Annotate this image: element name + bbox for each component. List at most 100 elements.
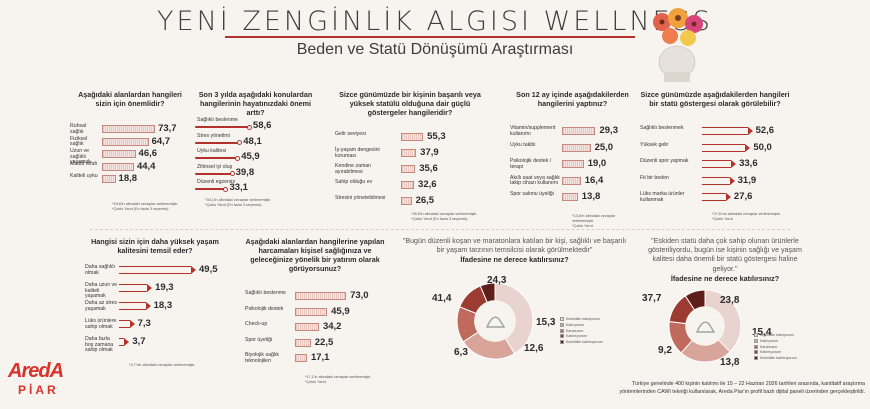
category-label: Psikolojik destek (245, 305, 284, 312)
chart-title: Aşağıdaki alanlardan hangileri sizin içi… (78, 90, 182, 108)
legend-label: Kesinlikle katılıyorum (566, 317, 600, 321)
category-label: Kaliteli uyku (70, 173, 98, 179)
chart-body: Daha sağlıklı olmak 49,5 Daha uzun ve kali… (85, 264, 225, 367)
value-label: 16,4 (584, 174, 604, 186)
chart-footnote: *33,1'in altındaki cevaplar verilmemişti… (205, 198, 271, 208)
legend-item: Kesinlikle katılmıyorum (560, 340, 603, 346)
category-label: Psikolojik destek / terapi (510, 158, 552, 170)
chart-body: Sağlıklı beslenmek 52,6 Yüksek gelir 50,0 Dü… (640, 125, 790, 221)
chart-panel-5: Sizce günümüzde aşağıdakilerden hangiler… (640, 90, 790, 221)
bar (401, 181, 415, 189)
section-separator (90, 229, 790, 230)
footnote-line: *Çoklu Yanıt (572, 223, 593, 228)
bar (102, 175, 116, 183)
pie-value-label: 15,4 (752, 327, 772, 338)
bar (401, 197, 412, 205)
chart-footnote: *26,5'in altındaki cevaplar verilmemişti… (411, 212, 477, 222)
pie-value-label: 23,8 (720, 295, 740, 306)
bar-dot (229, 171, 235, 176)
bar (102, 150, 136, 158)
footnote-line: *3,7'nin altındaki cevaplar verilmemişti… (129, 363, 196, 367)
value-label: 22,5 (314, 336, 334, 348)
bar (702, 127, 753, 135)
legend-swatch (754, 333, 758, 338)
pie-value-label: 6,3 (454, 347, 468, 358)
legend-swatch (754, 356, 758, 361)
bar (562, 143, 591, 152)
pie-body: 41,4 24,3 15,3 12,6 6,3 Kesinlikle katılıyoru… (402, 275, 627, 370)
chart-panel-7: Aşağıdaki alanlardan hangilerine yapılan… (245, 237, 385, 384)
value-label: 26,5 (415, 195, 435, 206)
bar (401, 165, 416, 173)
legend-label: Katılmıyorum (566, 334, 588, 339)
pie-panel-2: "Eskiden statü daha çok sahip olunan ürü… (640, 237, 810, 372)
footnote-line: *27,6'nın altındaki cevaplar verilmemişt… (712, 212, 781, 216)
bar-dot (223, 186, 229, 192)
pie-hole (474, 300, 516, 342)
category-label: Uyku kalitesi (197, 148, 227, 154)
category-label: Daha sağlıklı olmak (85, 264, 115, 276)
legend-item: Kesinlikle katılıyorum (754, 333, 797, 339)
bar-dot (246, 124, 252, 130)
category-label: Sahip olduğu ev (335, 179, 373, 185)
footnote-line: *Çoklu Yanıt (712, 216, 733, 221)
legend-label: Katılmıyorum (760, 350, 782, 355)
chart-body: Vitamin/supplement kullanımı 29,3 Uyku tak… (510, 125, 635, 228)
category-label: Vitamin/supplement kullanımı (510, 125, 556, 137)
bar (119, 266, 196, 274)
chart-panel-3: Sizce günümüzde bir kişinin başarılı vey… (335, 90, 485, 221)
value-label: 48,1 (243, 135, 262, 147)
bar (562, 193, 578, 201)
category-label: Sağlıklı beslenme (245, 290, 286, 296)
chart-footnote: *27,6'nın altındaki cevaplar verilmemişt… (712, 212, 781, 222)
legend-item: Kararsızım (560, 329, 603, 335)
category-label: Spor üyeliği (245, 336, 273, 343)
value-label: 55,3 (427, 131, 446, 142)
header: YENİ ZENGİNLİK ALGISI WELLNESS Beden ve … (0, 6, 870, 59)
category-label: Daha az stres yaşamak (85, 300, 118, 312)
value-label: 18,8 (118, 173, 138, 184)
pie-svg (668, 289, 742, 363)
category-label: Zihinsel iyi oluş (197, 163, 233, 170)
value-label: 46,6 (138, 148, 158, 159)
legend-item: Katılmıyorum (754, 350, 797, 356)
bar (119, 320, 135, 328)
pie-panel-1: "Bugün düzenli koşan ve maratonlara katı… (402, 237, 627, 372)
bar-line (195, 157, 238, 159)
pie-question: İfadesine ne derece katılırsınız? (460, 255, 569, 265)
chart-body: Gelir seviyesi 55,3 İş-yaşam dengesini kor… (335, 131, 485, 221)
bar (401, 133, 424, 141)
category-label: Sağlıklı beslenmek (640, 125, 684, 131)
pie-value-label: 9,2 (658, 345, 672, 356)
footer-line-1: Türkiye genelinde 400 kişinin katılımı i… (631, 381, 865, 387)
chart-panel-6: Hangisi sizin için daha yüksek yaşam kal… (85, 237, 225, 372)
legend-swatch (754, 350, 758, 355)
bar (562, 160, 584, 168)
value-label: 45,9 (241, 151, 260, 162)
category-label: Düzenli egzersiz (197, 179, 236, 185)
pie-center-icon (485, 316, 506, 328)
value-label: 37,9 (420, 147, 439, 158)
legend-item: Kesinlikle katılmıyorum (754, 356, 797, 362)
logo-bottom: PİAR (18, 383, 59, 397)
brand-logo: AredA PİAR (8, 360, 64, 397)
category-label: Stresini yönetebilmesi (335, 195, 386, 201)
category-label: Stres yönetimi (197, 132, 230, 139)
footer-note: Türkiye genelinde 400 kişinin katılımı i… (560, 381, 865, 396)
bar-line (195, 188, 226, 190)
logo-top: AredA (8, 360, 64, 382)
legend-swatch (754, 338, 758, 343)
chart-footnote: *17,1'in altındaki cevaplar verilmemişti… (305, 375, 371, 385)
category-label: Spor salonu üyeliği (510, 191, 554, 197)
title-underline (225, 36, 635, 38)
pie-legend: Kesinlikle katılıyorum Katılıyorum Kararsı… (560, 317, 603, 346)
pie-quote: "Bugün düzenli koşan ve maratonlara katı… (402, 237, 627, 255)
value-label: 35,6 (419, 163, 438, 174)
chart-title: Sizce günümüzde bir kişinin başarılı vey… (339, 90, 481, 117)
footnote-line: *17,1'in altındaki cevaplar verilmemişti… (305, 375, 372, 379)
value-label: 39,8 (235, 166, 255, 178)
value-label: 52,6 (755, 125, 775, 136)
bar (702, 176, 735, 185)
chart-body: Ruhsal sağlık 73,7 Fiziksel sağlık 64,7 Uzun… (70, 123, 190, 211)
bar (562, 127, 596, 135)
